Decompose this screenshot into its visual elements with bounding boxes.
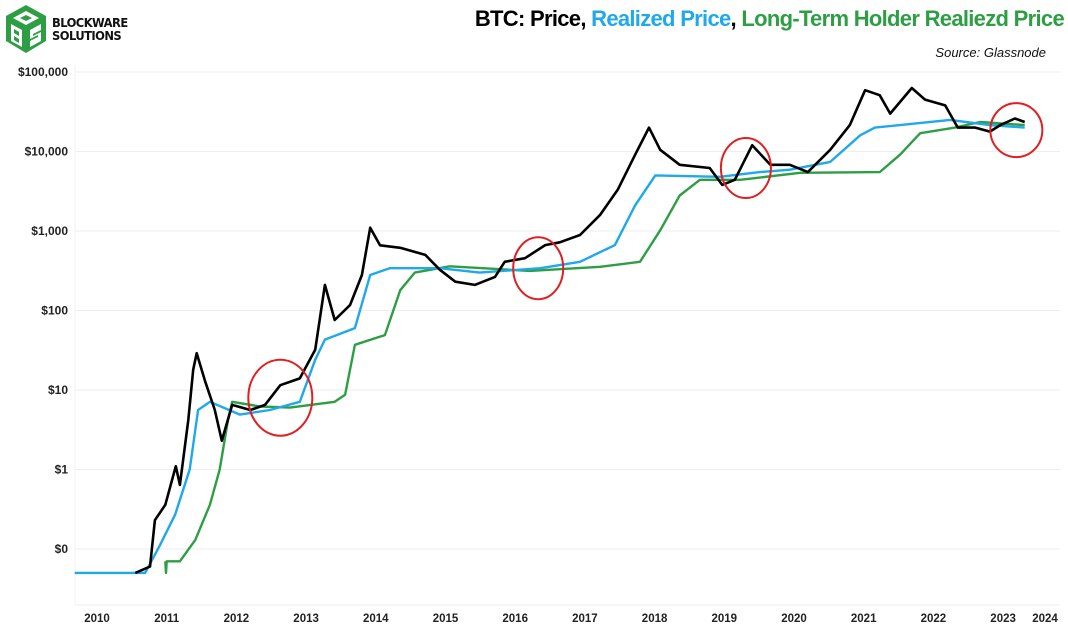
y-tick-label: $10 [48, 383, 68, 397]
title-sep-1: , [580, 6, 592, 31]
x-tick-label: 2010 [84, 613, 110, 625]
logo-line-1: BLOCKWARE [52, 15, 128, 30]
x-tick-label: 2021 [851, 613, 877, 625]
title-sep-2: , [730, 6, 742, 31]
x-tick-label: 2019 [712, 613, 738, 625]
series-line-lth-realized-price [164, 120, 1025, 575]
x-tick-label: 2014 [363, 613, 389, 625]
x-tick-label: 2022 [921, 613, 947, 625]
chart-source: Source: Glassnode [935, 45, 1046, 60]
x-tick-label: 2012 [224, 613, 250, 625]
x-tick-label: 2020 [781, 613, 807, 625]
x-tick-label: 2017 [572, 613, 598, 625]
y-tick-label: $100 [41, 304, 68, 318]
x-tick-label: 2016 [502, 613, 528, 625]
y-tick-label: $0 [55, 542, 69, 556]
title-price: BTC: Price [474, 6, 581, 31]
x-tick-label: 2011 [154, 613, 180, 625]
blockware-logo: BLOCKWARE SOLUTIONS [4, 3, 134, 55]
y-tick-label: $10,000 [25, 145, 69, 159]
logo-line-2: SOLUTIONS [52, 28, 122, 43]
chart-title: BTC: Price, Realized Price, Long-Term Ho… [474, 6, 1065, 32]
x-tick-label: 2018 [642, 613, 668, 625]
title-lth-realized-price: Long-Term Holder Realiezd Price [741, 6, 1064, 31]
annotation-circle [247, 358, 314, 437]
x-tick-label: 2013 [293, 613, 319, 625]
annotation-circle [989, 102, 1044, 159]
logo-cube-icon [6, 5, 46, 53]
annotation-circle [719, 137, 772, 200]
title-realized-price: Realized Price [591, 6, 731, 31]
y-tick-label: $1,000 [31, 224, 68, 238]
x-tick-label: 2024 [1032, 613, 1058, 625]
annotation-circle [512, 236, 565, 301]
y-tick-label: $100,000 [18, 65, 68, 79]
x-tick-label: 2023 [990, 613, 1016, 625]
x-tick-label: 2015 [433, 613, 459, 625]
series-line-realized-price [74, 118, 1025, 575]
y-tick-label: $1 [55, 463, 69, 477]
